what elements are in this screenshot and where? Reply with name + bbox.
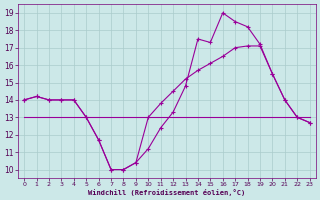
- X-axis label: Windchill (Refroidissement éolien,°C): Windchill (Refroidissement éolien,°C): [88, 189, 245, 196]
